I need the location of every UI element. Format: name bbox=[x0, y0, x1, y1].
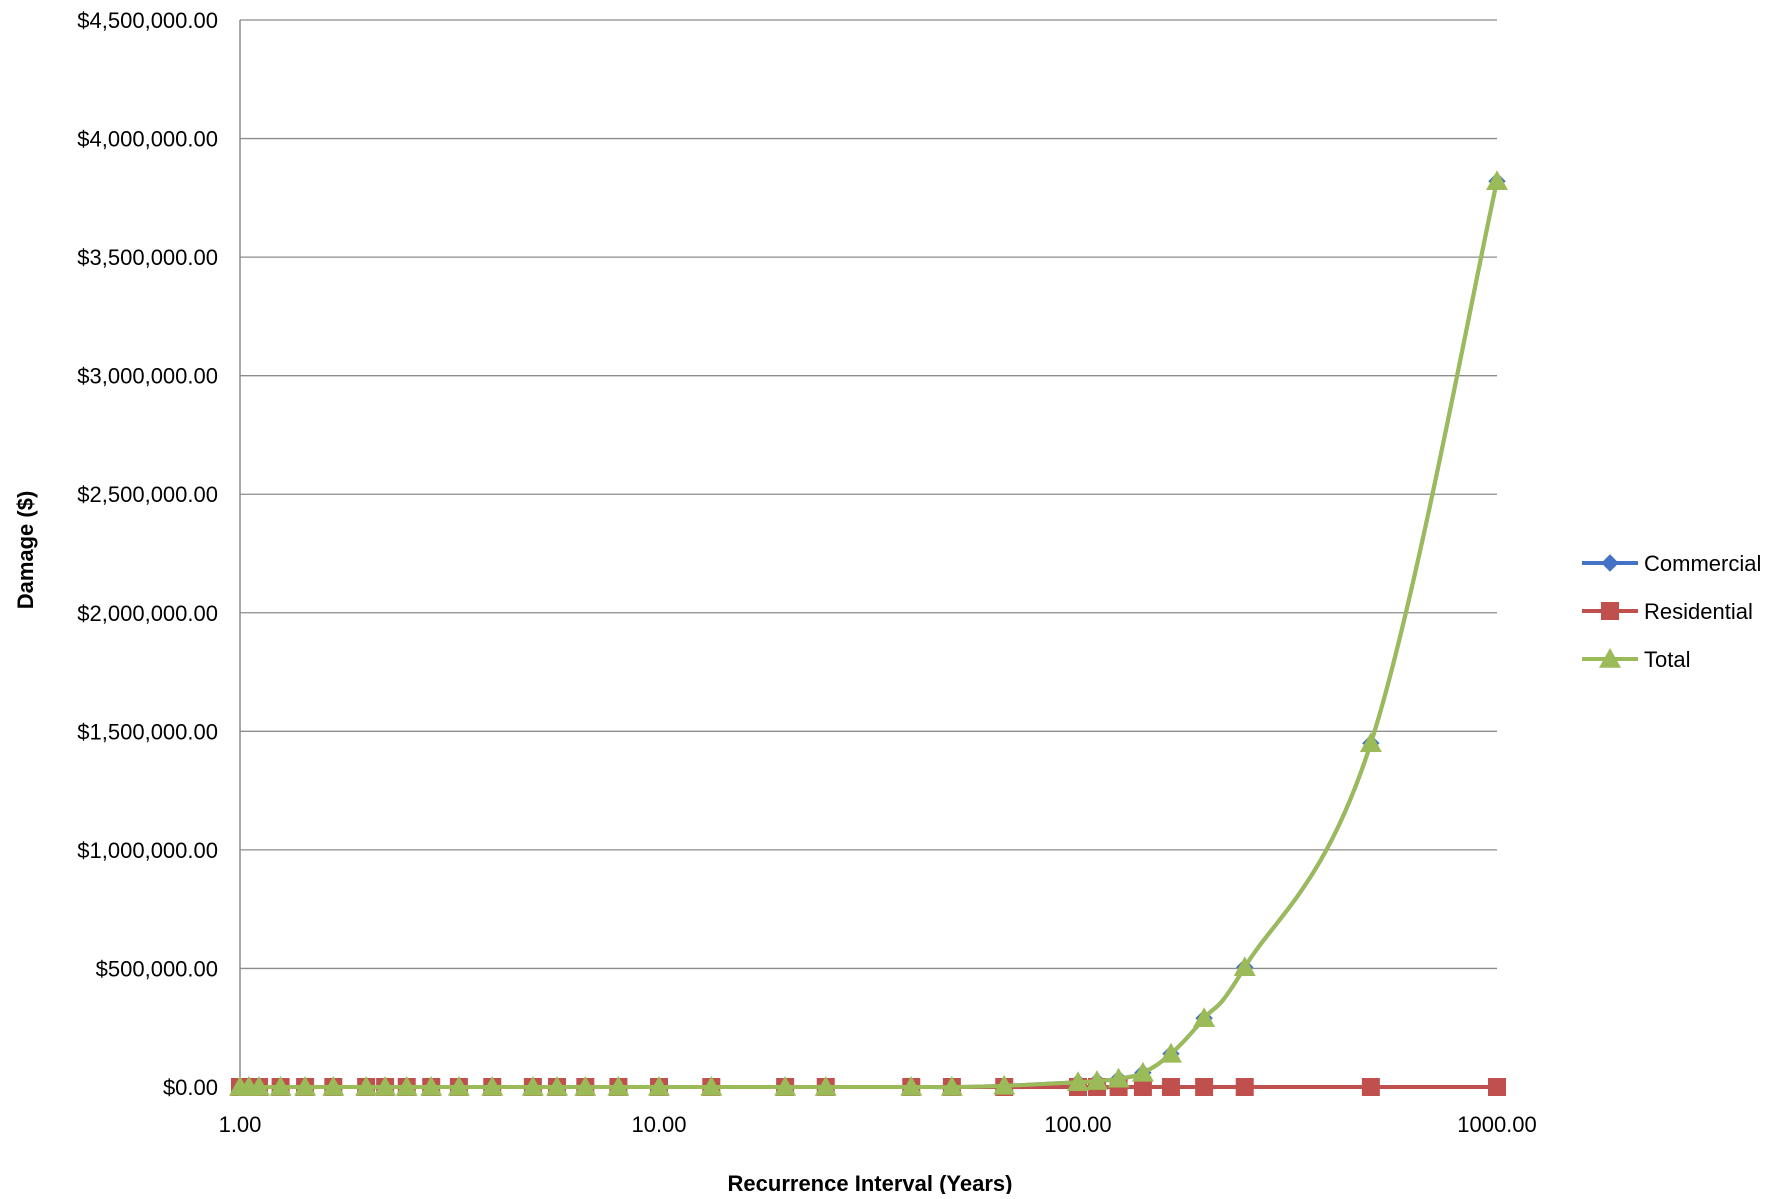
data-point-total bbox=[940, 1076, 963, 1096]
legend-label: Commercial bbox=[1644, 551, 1761, 576]
y-tick-label: $2,000,000.00 bbox=[77, 601, 218, 626]
data-point-total bbox=[521, 1076, 544, 1096]
y-tick-label: $1,000,000.00 bbox=[77, 838, 218, 863]
y-tick-label: $4,500,000.00 bbox=[77, 8, 218, 33]
data-point-total bbox=[1359, 732, 1382, 752]
data-point-residential bbox=[1488, 1078, 1506, 1096]
x-axis-tick-labels: 1.00 10.00 100.00 1000.00 bbox=[219, 1112, 1537, 1137]
x-tick-label: 1000.00 bbox=[1457, 1112, 1537, 1137]
data-point-total bbox=[574, 1076, 597, 1096]
data-point-total bbox=[420, 1076, 443, 1096]
y-tick-label: $2,500,000.00 bbox=[77, 482, 218, 507]
data-point-residential bbox=[1361, 1078, 1380, 1096]
legend-swatch-marker bbox=[1599, 648, 1621, 668]
data-point-total bbox=[1233, 956, 1256, 977]
data-point-total bbox=[1107, 1067, 1130, 1088]
data-point-total bbox=[774, 1076, 797, 1096]
data-point-total bbox=[322, 1076, 345, 1096]
data-point-total bbox=[269, 1076, 292, 1096]
legend-entry-total: Total bbox=[1582, 647, 1690, 672]
data-point-residential bbox=[1133, 1078, 1152, 1096]
y-axis-tick-labels: $0.00 $500,000.00 $1,000,000.00 $1,500,000.… bbox=[77, 8, 218, 1100]
series-total bbox=[229, 170, 1508, 1096]
y-tick-label: $3,500,000.00 bbox=[77, 245, 218, 270]
data-point-total bbox=[374, 1076, 397, 1096]
y-tick-label: $0.00 bbox=[163, 1075, 218, 1100]
legend-label: Total bbox=[1644, 647, 1690, 672]
legend-swatch-marker bbox=[1601, 554, 1619, 572]
data-point-total bbox=[294, 1076, 317, 1096]
data-point-total bbox=[481, 1076, 504, 1096]
legend-label: Residential bbox=[1644, 599, 1753, 624]
axes bbox=[239, 20, 1498, 1095]
data-point-total bbox=[1085, 1070, 1108, 1090]
y-tick-label: $3,000,000.00 bbox=[77, 364, 218, 389]
data-point-total bbox=[1193, 1007, 1216, 1028]
data-point-total bbox=[1486, 170, 1508, 191]
data-point-total bbox=[648, 1076, 670, 1096]
legend: Commercial Residential Total bbox=[1582, 551, 1761, 672]
data-point-total bbox=[900, 1076, 923, 1096]
data-point-total bbox=[607, 1076, 630, 1096]
x-tick-label: 10.00 bbox=[631, 1112, 686, 1137]
data-point-total bbox=[993, 1074, 1016, 1095]
x-tick-label: 100.00 bbox=[1044, 1112, 1111, 1137]
data-point-total bbox=[247, 1076, 270, 1096]
data-point-total bbox=[395, 1076, 418, 1096]
data-point-total bbox=[1131, 1061, 1154, 1082]
legend-swatch-marker bbox=[1601, 602, 1619, 620]
y-tick-label: $1,500,000.00 bbox=[77, 719, 218, 744]
data-point-residential bbox=[1235, 1078, 1254, 1096]
legend-entry-commercial: Commercial bbox=[1582, 551, 1761, 576]
data-point-total bbox=[700, 1076, 723, 1096]
y-axis-title: Damage ($) bbox=[13, 491, 38, 610]
series-commercial bbox=[231, 172, 1506, 1096]
data-point-total bbox=[1159, 1042, 1182, 1063]
data-point-total bbox=[447, 1076, 470, 1096]
data-point-residential bbox=[1195, 1078, 1214, 1096]
data-point-total bbox=[1067, 1071, 1089, 1092]
data-point-total bbox=[546, 1076, 569, 1096]
y-tick-label: $500,000.00 bbox=[96, 956, 218, 981]
series bbox=[229, 170, 1508, 1096]
legend-entry-residential: Residential bbox=[1582, 599, 1753, 624]
series-line-total bbox=[238, 179, 1499, 1090]
data-point-residential bbox=[1161, 1078, 1180, 1096]
y-tick-label: $4,000,000.00 bbox=[77, 127, 218, 152]
data-point-total bbox=[355, 1076, 378, 1096]
x-tick-label: 1.00 bbox=[219, 1112, 262, 1137]
x-axis-title: Recurrence Interval (Years) bbox=[728, 1171, 1013, 1194]
series-line-commercial bbox=[238, 179, 1499, 1090]
data-point-total bbox=[814, 1076, 837, 1096]
gridlines bbox=[240, 19, 1497, 970]
